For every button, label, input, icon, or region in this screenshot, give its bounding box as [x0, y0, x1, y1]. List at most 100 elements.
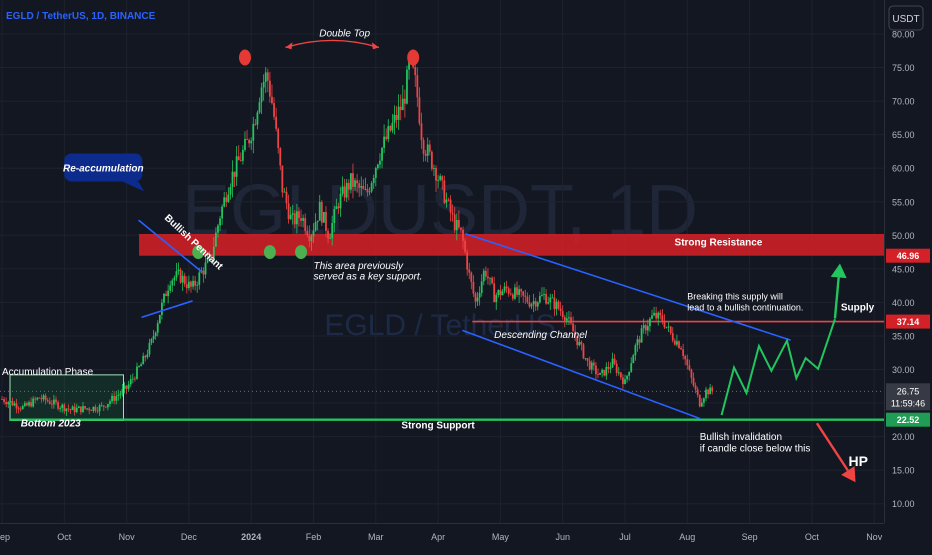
candle-body [63, 404, 66, 412]
candle-body [489, 277, 491, 279]
bar-countdown: 11:59:46 [891, 398, 925, 408]
price-tick-label: 30.00 [892, 365, 915, 375]
candle-body [26, 403, 28, 406]
candle-body [127, 384, 130, 389]
time-tick-label: Sep [742, 532, 758, 542]
candle-body [578, 341, 581, 346]
candle-body [30, 402, 32, 407]
bearish-invalidation-arrow-head [841, 466, 856, 483]
candle-body [219, 218, 221, 226]
candle-body [698, 394, 701, 407]
candle-body [283, 191, 286, 193]
reaccumulation-bubble [64, 153, 143, 182]
candle-body [192, 280, 194, 287]
candle-body [617, 372, 620, 374]
candle-body [430, 151, 433, 169]
candle-body [302, 218, 305, 221]
candle-body [121, 388, 124, 394]
candle-body [289, 214, 292, 220]
candle-body [416, 75, 419, 98]
annotation-invalid-1: Bullish invalidation [700, 432, 782, 443]
candle-body [15, 403, 18, 409]
candle-body [401, 98, 404, 111]
candle-body [260, 87, 263, 103]
annotation-reaccum: Re-accumulation [63, 163, 144, 174]
candle-body [271, 96, 273, 104]
annotation-double-top: Double Top [319, 29, 370, 40]
annotation-breaking-1: Breaking this supply will [687, 292, 783, 302]
candle-body [92, 406, 95, 411]
candle-body [258, 102, 261, 113]
candle-body [356, 180, 359, 184]
candle-body [196, 284, 199, 286]
candle-body [684, 356, 687, 360]
candle-body [588, 360, 591, 370]
candle-body [229, 187, 232, 195]
candle-body [273, 103, 275, 117]
candle-body [457, 219, 460, 228]
candle-body [636, 339, 639, 346]
candle-body [343, 186, 346, 198]
candle-body [53, 399, 55, 405]
candle-body [59, 407, 62, 409]
candle-body [696, 389, 699, 395]
candle-body [88, 408, 91, 411]
candle-body [32, 398, 35, 407]
currency-button[interactable]: USDT [888, 5, 924, 31]
candle-body [161, 302, 163, 315]
candle-body [505, 286, 508, 289]
candle-body [134, 378, 136, 380]
candle-body [568, 317, 570, 319]
candle-body [543, 293, 545, 295]
candle-body [511, 294, 514, 299]
candle-body [707, 389, 709, 395]
candle-body [42, 395, 45, 400]
candle-body [555, 301, 558, 310]
candle-body [154, 332, 157, 337]
candle-body [295, 211, 298, 225]
candle-body [690, 369, 693, 378]
price-tick-label: 70.00 [892, 97, 915, 107]
candle-body [102, 405, 105, 407]
candle-body [613, 358, 616, 364]
candle-body [46, 400, 49, 402]
candle-body [96, 410, 99, 412]
candle-body [532, 301, 535, 305]
candle-body [497, 290, 500, 295]
candle-body [352, 173, 354, 187]
candle-body [337, 206, 340, 209]
price-tag-resistance: 46.96 [897, 251, 920, 261]
candle-body [181, 275, 184, 283]
candle-body [298, 211, 300, 219]
candle-body [82, 406, 84, 413]
candle-body [408, 60, 410, 70]
price-tick-label: 10.00 [892, 499, 915, 509]
candle-body [441, 176, 444, 181]
candle-body [381, 147, 383, 161]
symbol-title: EGLD / TetherUS, 1D, BINANCE [6, 11, 156, 22]
candle-body [393, 115, 396, 123]
candle-body [287, 203, 290, 220]
candle-body [493, 283, 496, 303]
candle-body [607, 366, 610, 369]
candle-body [285, 191, 288, 204]
candle-body [144, 355, 147, 358]
candle-body [177, 269, 180, 272]
candle-body [669, 326, 672, 334]
candle-body [231, 171, 234, 188]
candle-body [611, 358, 614, 368]
candle-body [705, 389, 707, 399]
candle-body [638, 339, 641, 343]
price-tag-current-bg [886, 383, 930, 411]
candle-body [86, 408, 89, 410]
candle-body [422, 140, 425, 154]
candle-body [653, 312, 655, 316]
time-tick-label: Apr [431, 532, 445, 542]
candle-body [314, 222, 317, 231]
candle-body [80, 406, 82, 413]
candle-body [173, 277, 176, 281]
